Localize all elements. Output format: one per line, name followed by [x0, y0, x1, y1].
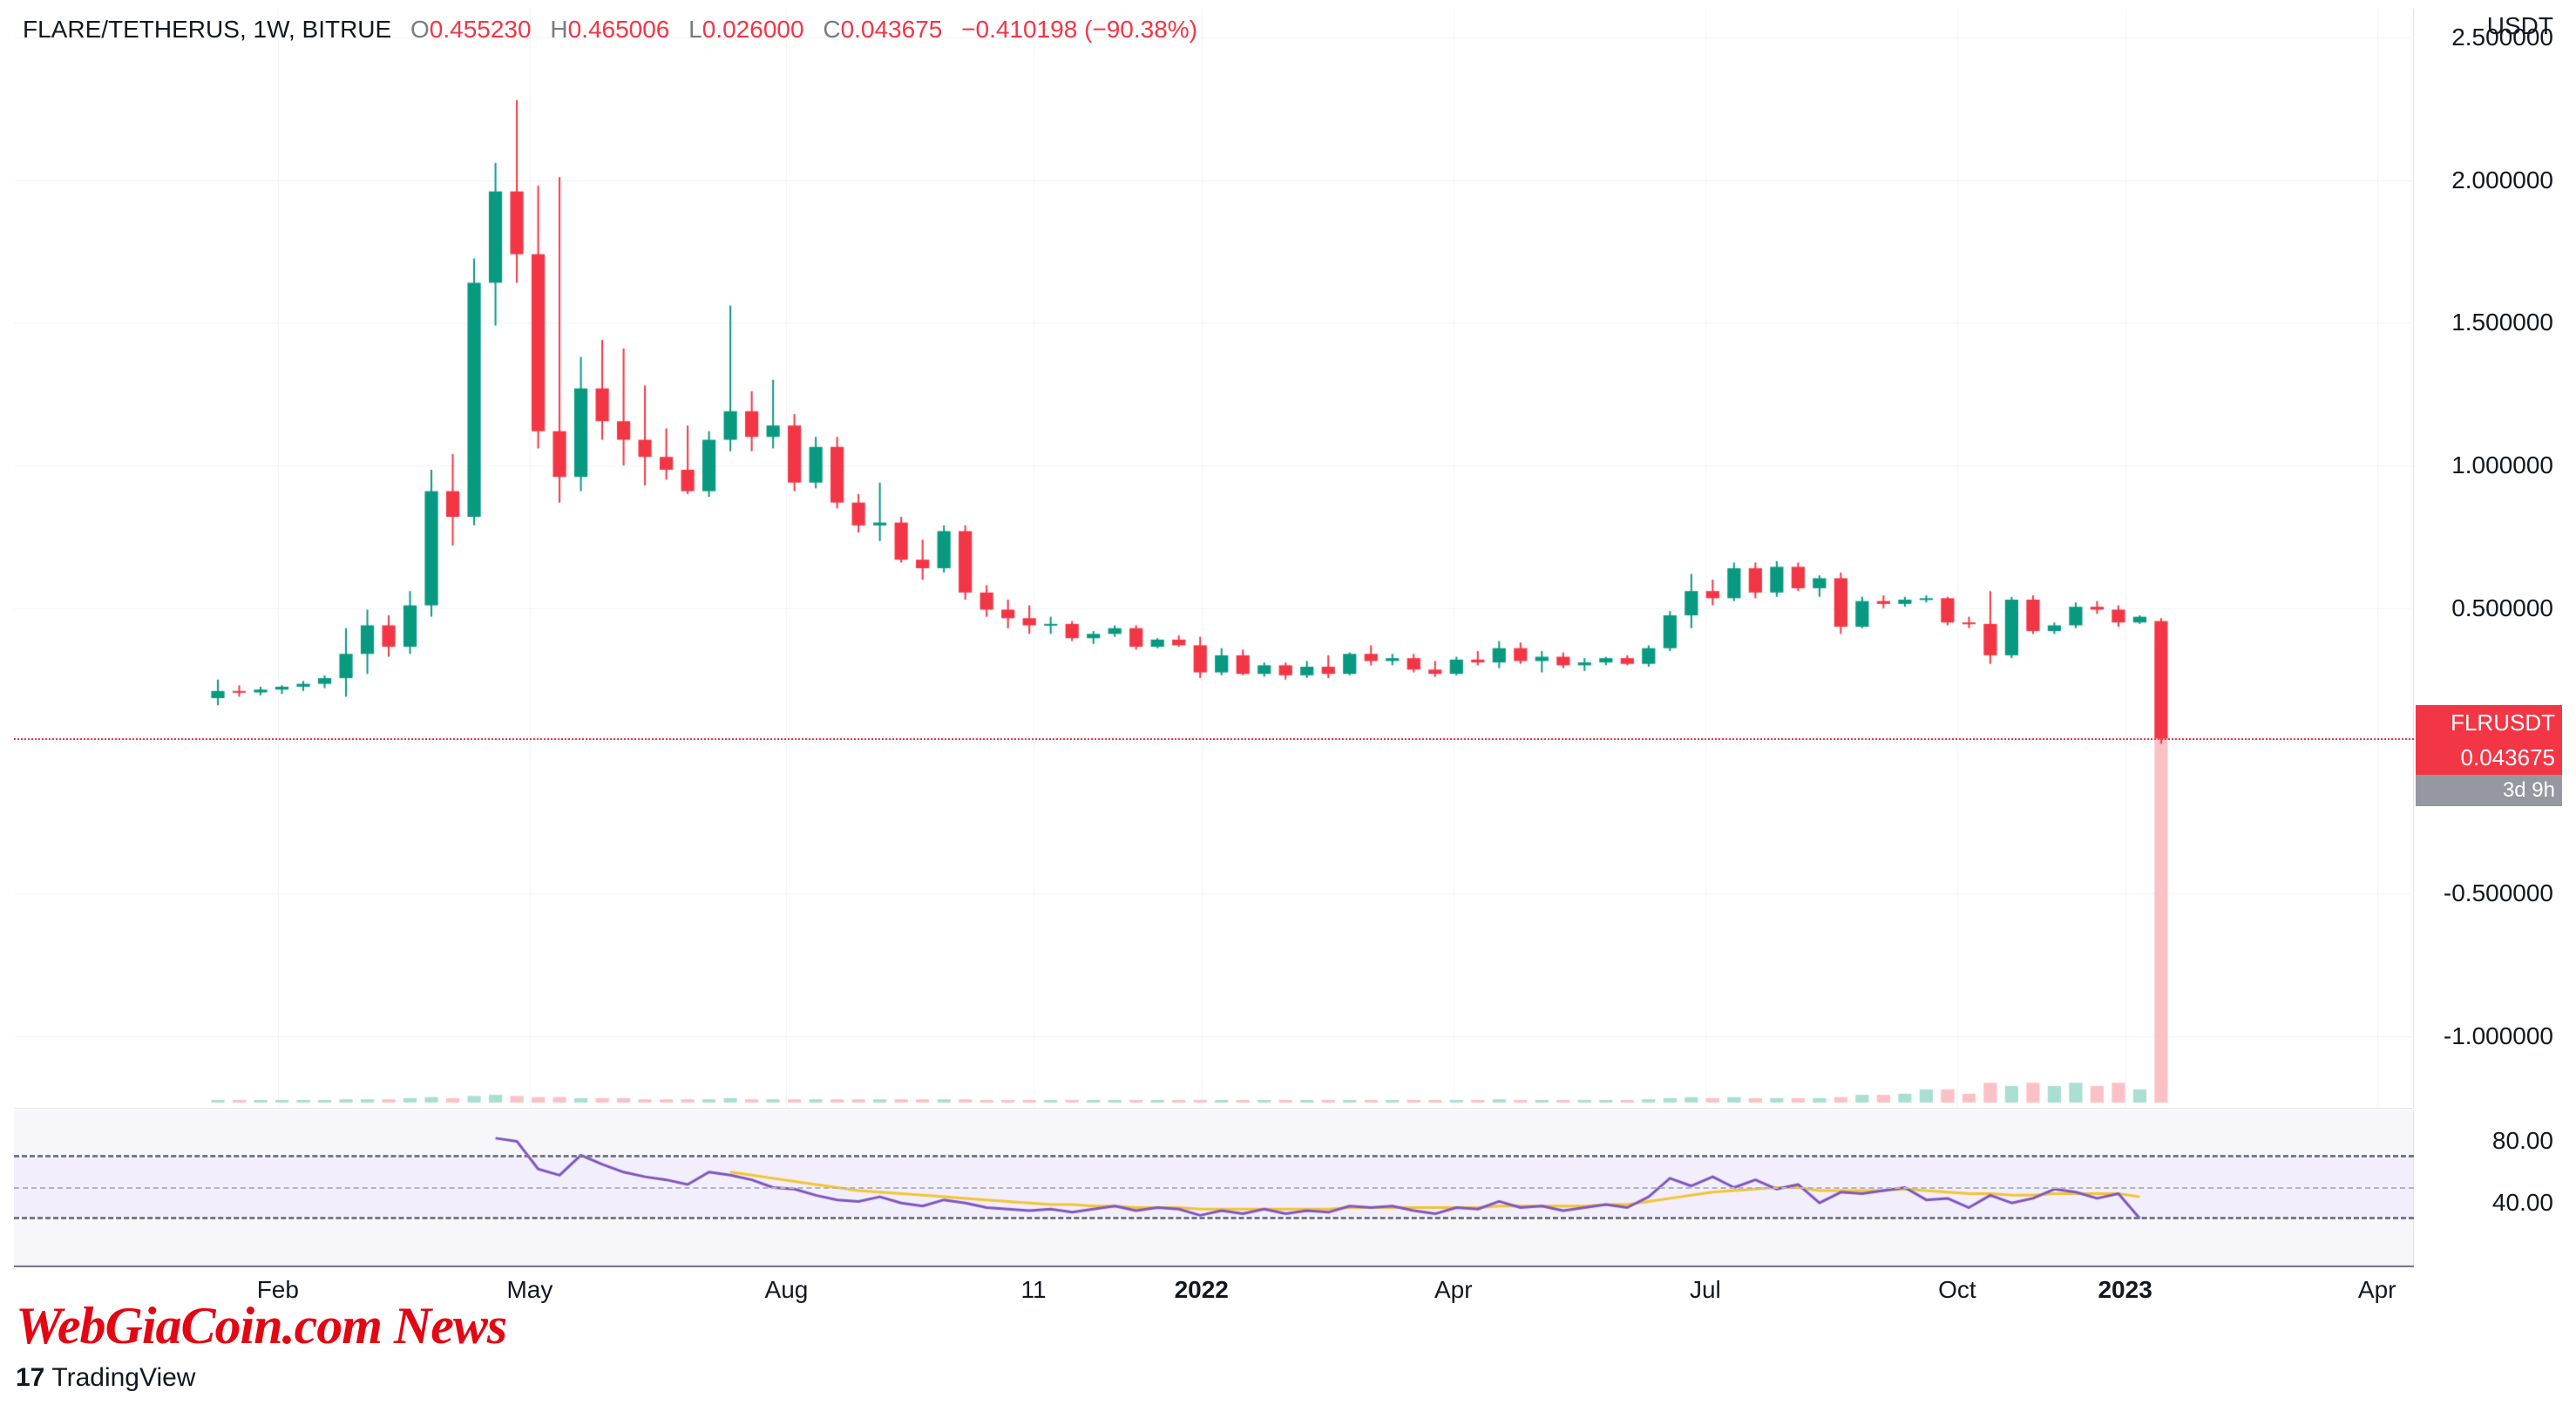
time-tick-label: 2022	[1175, 1276, 1229, 1304]
ohlc-o: O0.455230	[398, 16, 538, 43]
time-tick-label: Apr	[2358, 1276, 2396, 1304]
time-tick-label: Aug	[765, 1276, 809, 1304]
price-tick-label: 1.500000	[2451, 309, 2553, 336]
time-tick-label: Apr	[1434, 1276, 1473, 1304]
last-price-countdown: 3d 9h	[2416, 775, 2562, 806]
rsi-threshold-line	[14, 1187, 2414, 1189]
rsi-threshold-line	[14, 1217, 2414, 1219]
last-price-pair: FLRUSDT	[2416, 705, 2562, 740]
symbol-legend[interactable]: FLARE/TETHERUS, 1W, BITRUE O0.455230 H0.…	[23, 16, 1197, 44]
chart-root: FLARE/TETHERUS, 1W, BITRUE O0.455230 H0.…	[0, 0, 2576, 1405]
price-tick-label: -1.000000	[2444, 1022, 2553, 1050]
candles-layer	[14, 9, 2413, 1108]
time-tick-label: May	[506, 1276, 552, 1304]
last-price-line	[14, 738, 2414, 740]
ohlc-c: C0.043675	[810, 16, 949, 43]
ohlc-l: L0.026000	[676, 16, 810, 43]
last-price-value: 0.043675	[2416, 740, 2562, 775]
rsi-tick-label: 40.00	[2492, 1189, 2553, 1217]
time-tick-label: 11	[1020, 1276, 1046, 1304]
ohlc-change: −0.410198 (−90.38%)	[961, 16, 1197, 43]
time-tick-label: Jul	[1690, 1276, 1721, 1304]
rsi-axis[interactable]: 80.00 40.00	[2416, 1110, 2562, 1266]
price-tick-label: 1.000000	[2451, 451, 2553, 479]
last-price-tag[interactable]: FLRUSDT 0.043675 3d 9h	[2416, 705, 2562, 806]
price-tick-label: 2.000000	[2451, 166, 2553, 194]
price-axis[interactable]: USDT 2.5000002.0000001.5000001.0000000.5…	[2416, 9, 2562, 1109]
ohlc-h: H0.465006	[538, 16, 676, 43]
symbol-text: FLARE/TETHERUS, 1W, BITRUE	[23, 16, 398, 43]
rsi-threshold-line	[14, 1155, 2414, 1157]
watermark: WebGiaCoin.com News	[16, 1296, 506, 1356]
price-pane[interactable]: FLARE/TETHERUS, 1W, BITRUE O0.455230 H0.…	[14, 9, 2414, 1109]
time-tick-label: 2023	[2098, 1276, 2152, 1304]
tv-glyph-icon: 17	[16, 1363, 44, 1392]
price-tick-label: 0.500000	[2451, 594, 2553, 622]
rsi-tick-label: 80.00	[2492, 1127, 2553, 1155]
time-tick-label: Oct	[1938, 1276, 1976, 1304]
price-tick-label: 2.500000	[2451, 24, 2553, 51]
price-tick-label: -0.500000	[2444, 879, 2553, 907]
tradingview-logo[interactable]: 17TradingView	[16, 1363, 195, 1393]
